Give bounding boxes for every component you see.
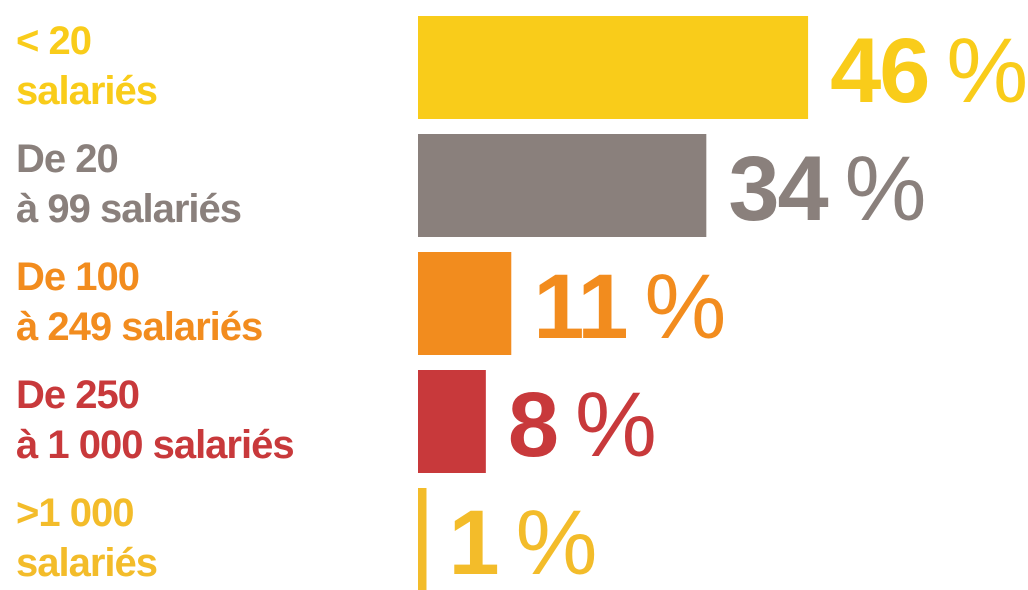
data-label-unit: % — [946, 20, 1028, 122]
data-label-value: 11 — [533, 256, 626, 358]
data-label: 1% — [448, 492, 597, 590]
data-label-value: 8 — [508, 374, 557, 476]
bar-row: >1 000 salariés 1% — [16, 488, 597, 590]
bar-row: De 250 à 1 000 salariés 8% — [16, 370, 657, 476]
bar — [418, 16, 809, 119]
category-label-line: à 249 salariés — [16, 305, 262, 349]
data-label: 11% — [533, 256, 726, 358]
data-label-unit: % — [645, 256, 727, 358]
data-label: 8% — [508, 374, 657, 476]
bar — [418, 252, 512, 355]
category-label-line: salariés — [16, 541, 157, 585]
bar — [418, 134, 707, 237]
category-label-line: De 100 — [16, 255, 139, 299]
data-label-unit: % — [845, 138, 927, 240]
category-label: >1 000 salariés — [16, 491, 157, 585]
data-label-value: 1 — [448, 492, 497, 590]
data-label-unit: % — [516, 492, 598, 590]
bar-row: De 20 à 99 salariés 34% — [16, 134, 926, 240]
data-label-unit: % — [575, 374, 657, 476]
data-label-value: 46 — [830, 20, 928, 122]
data-label-value: 34 — [728, 138, 828, 240]
category-label-line: à 99 salariés — [16, 187, 241, 231]
bar-row: < 20 salariés 46% — [16, 16, 1028, 122]
category-label-line: < 20 — [16, 19, 91, 63]
data-label: 46% — [830, 20, 1028, 122]
bar — [418, 370, 486, 473]
category-label: < 20 salariés — [16, 19, 157, 113]
category-label-line: >1 000 — [16, 491, 133, 535]
category-label: De 100 à 249 salariés — [16, 255, 262, 349]
bar — [418, 488, 427, 590]
category-label: De 250 à 1 000 salariés — [16, 373, 294, 467]
category-label-line: salariés — [16, 69, 157, 113]
category-label-line: à 1 000 salariés — [16, 423, 294, 467]
category-label-line: De 20 — [16, 137, 118, 181]
category-label: De 20 à 99 salariés — [16, 137, 241, 231]
bar-row: De 100 à 249 salariés 11% — [16, 252, 726, 358]
category-label-line: De 250 — [16, 373, 139, 417]
data-label: 34% — [728, 138, 926, 240]
